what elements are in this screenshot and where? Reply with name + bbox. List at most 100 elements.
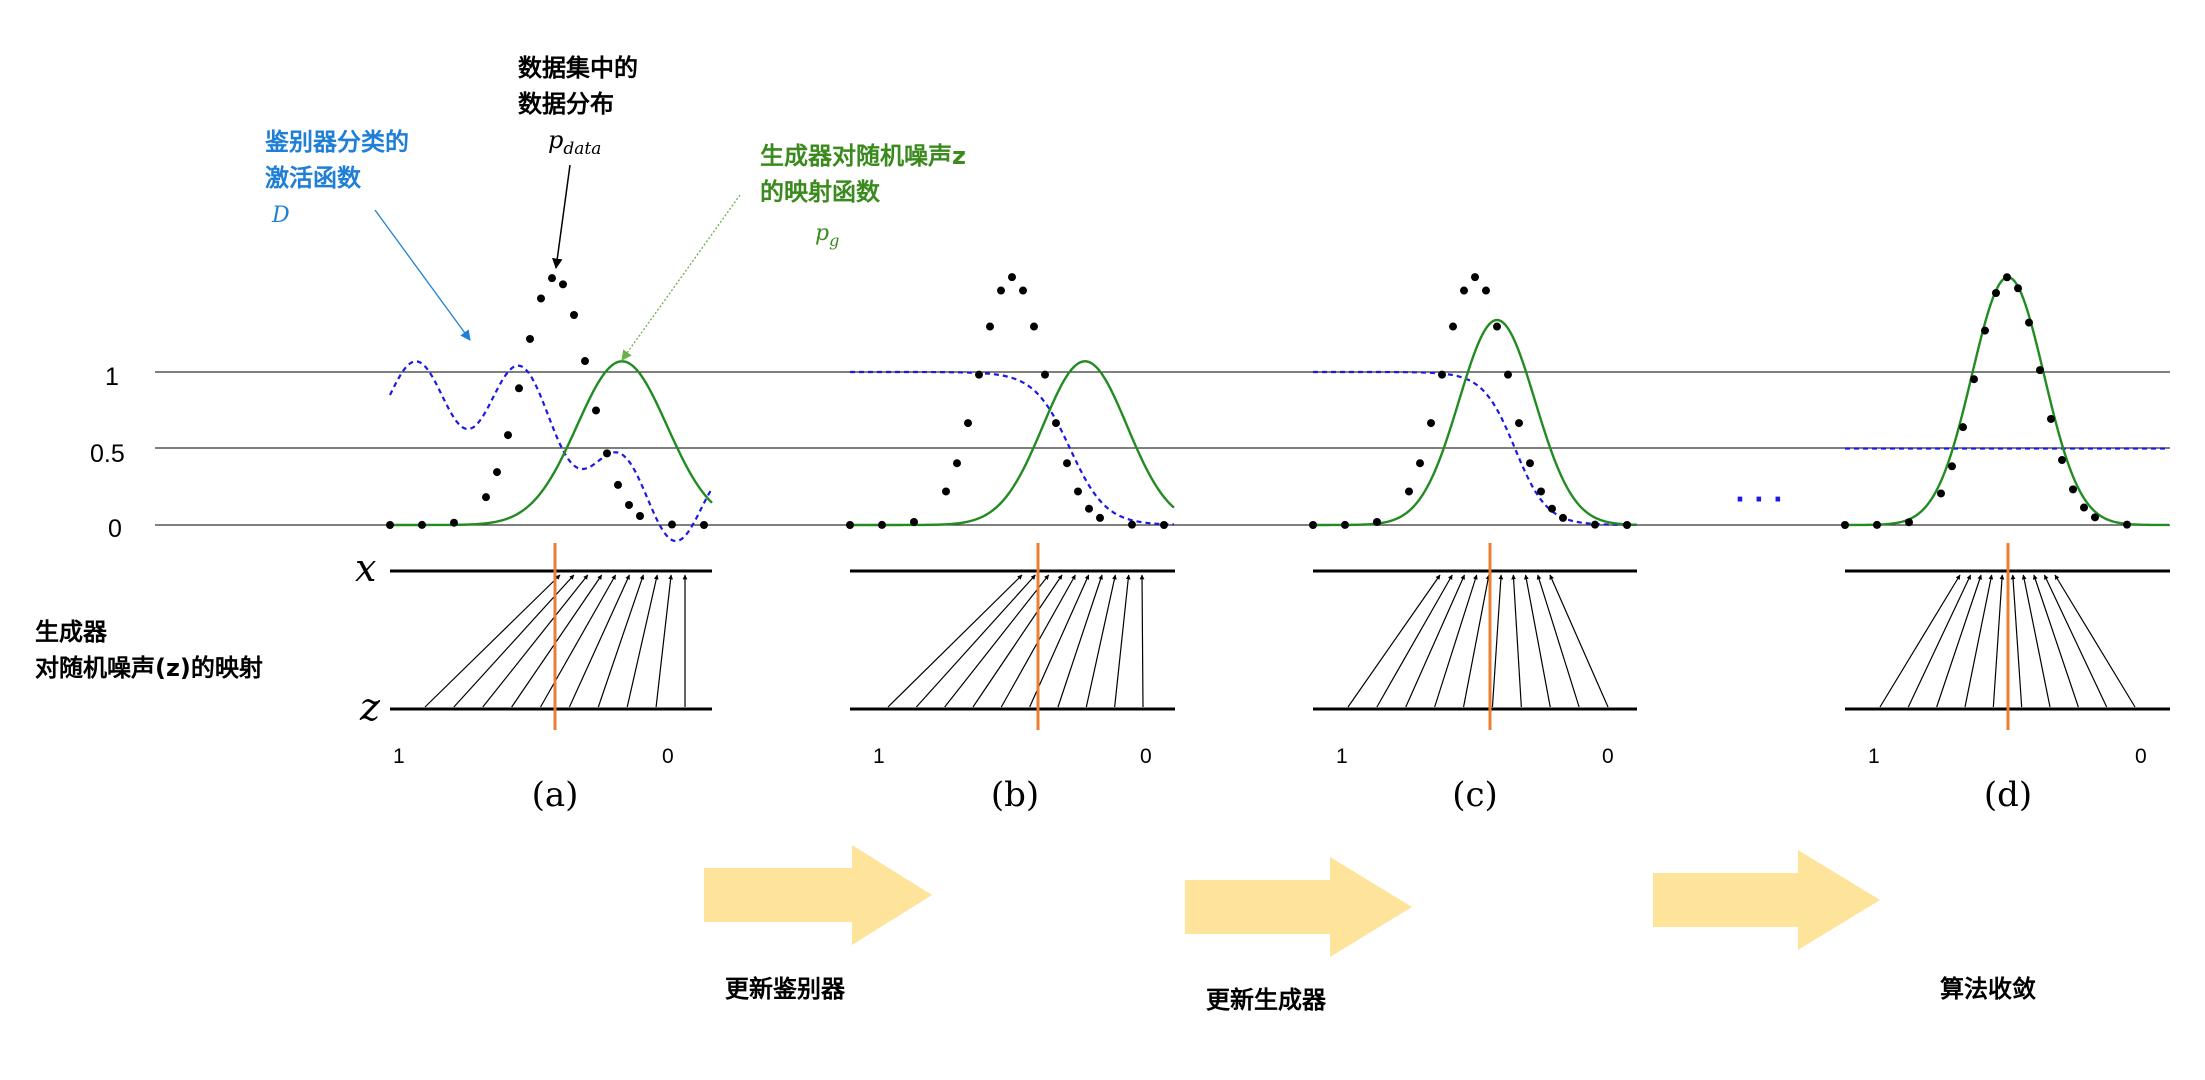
data-point [548,274,556,283]
mapping-arrow [2043,574,2108,708]
mapping-arrows [424,574,688,708]
data-point [1959,423,1967,432]
data-point [1591,520,1599,529]
y-tick-0.5: 0.5 [90,440,125,468]
data-point [1937,489,1945,498]
mapping-arrow [511,574,603,708]
data-point [603,449,611,458]
data-point [2091,513,2099,522]
data-point [614,480,622,489]
mapping-arrow [1879,574,1961,708]
x-axis-label: x [355,546,376,590]
data-point [515,384,523,393]
data-point [1623,520,1631,529]
d-title-line2: 激活函数 [265,164,362,192]
ellipsis: · · · [1735,485,1783,515]
data-point [1052,419,1060,428]
data-point [1416,459,1424,468]
pdata-annotation: 数据集中的 数据分布 pdata [518,54,638,270]
step-label-update-d: 更新鉴别器 [725,975,846,1003]
mapping-arrow [2010,574,2023,708]
data-distribution-dots [1841,273,2131,529]
mapping-arrow [1405,574,1465,708]
data-point [1905,518,1913,527]
y-tick-0: 0 [108,515,122,543]
mapping-arrow [1511,574,1522,708]
mapping-arrow [2021,574,2051,708]
step-arrow-2 [1185,857,1412,957]
data-point [482,493,490,502]
data-point [1948,462,1956,471]
pg-title-line2: 的映射函数 [760,178,881,206]
pdata-symbol: pdata [548,126,601,159]
panel-3: 1 0 (c) [1309,273,1638,815]
data-point [997,286,1005,295]
pg-pointer-arrow [621,194,741,361]
mapping-arrow [1139,574,1145,708]
z-left-label: 1 [393,745,405,768]
data-point [559,280,567,289]
discriminator-curve [849,370,1175,526]
mapping-arrow [482,574,589,708]
mapping-arrow [1376,574,1453,708]
data-point [2047,414,2055,423]
data-point [942,487,950,496]
mapping-arrow [2054,574,2136,708]
data-point [1085,504,1093,513]
data-point [1449,322,1457,331]
data-point [964,419,972,428]
z-right-label: 0 [1140,745,1152,768]
z-left-label: 1 [1868,745,1880,768]
pg-symbol: pg [815,221,839,250]
data-point [592,406,600,415]
data-point [504,431,512,440]
data-point [1526,459,1534,468]
mapping-arrow [1523,574,1551,708]
data-point [1559,513,1567,522]
data-point [1160,520,1168,529]
data-point [1482,286,1490,295]
data-point [1493,322,1501,331]
mapping-arrow [568,574,630,708]
discriminator-curve [1312,370,1638,527]
step-label-converge: 算法收敛 [1940,975,2036,1003]
data-point [386,520,394,529]
mapping-arrow [1114,574,1131,708]
data-point [1537,487,1545,496]
data-point [910,517,918,526]
data-point [1128,520,1136,529]
mapping-arrow [1992,574,2005,708]
mapping-arrow [1085,574,1117,708]
pdata-title-line2: 数据分布 [518,90,614,118]
panels: 1 0 (a) 1 0 (b) 1 0 (c) 1 0 (d) x z [355,273,2170,815]
data-point [570,310,578,319]
d-pointer-arrow [374,209,471,341]
pdata-pointer-arrow [552,164,571,270]
mapping-arrow [1536,574,1580,708]
data-point [846,520,854,529]
d-title-line1: 鉴别器分类的 [264,128,409,156]
mapping-arrow [1936,574,1983,708]
mapping-arrow [1462,574,1491,708]
data-point [1030,322,1038,331]
data-point [1063,459,1071,468]
generator-curve [389,360,713,527]
panel-label: (a) [532,775,579,815]
data-distribution-dots [386,274,708,529]
z-right-label: 0 [2135,745,2147,768]
data-point [975,370,983,379]
data-point [1405,487,1413,496]
mapping-label-line1: 生成器 [35,618,108,646]
data-point [2123,520,2131,529]
mapping-arrow [1907,574,1972,708]
data-point [1515,419,1523,428]
data-point [537,294,545,303]
z-left-label: 1 [1336,745,1348,768]
mapping-arrow [1057,574,1103,708]
data-point [878,520,886,529]
panel-label: (d) [1984,775,2032,815]
mapping-arrow [655,574,674,708]
mapping-arrows [887,574,1145,708]
discriminator-curve [389,360,713,543]
